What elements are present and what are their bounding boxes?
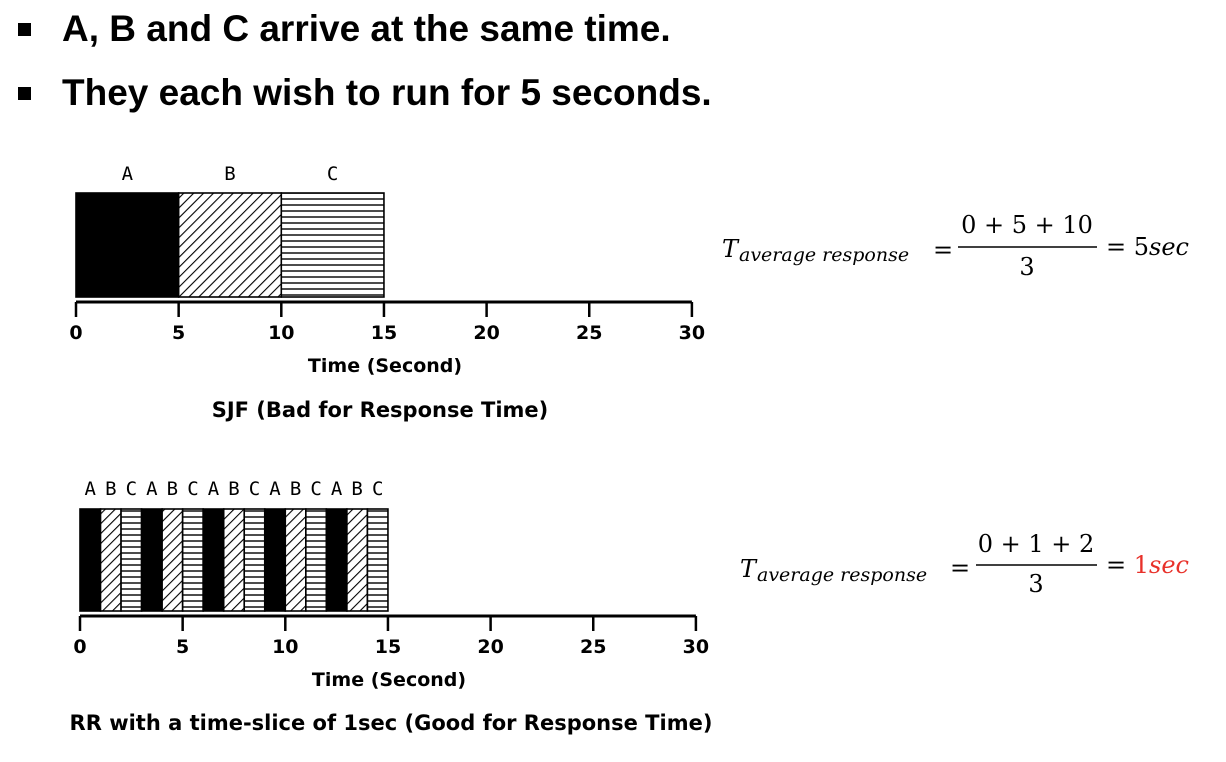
rr-process-label: B (351, 478, 362, 500)
rr-bar-b (222, 508, 246, 612)
formula-result-prefix: = (1106, 233, 1134, 261)
rr-tick-label: 0 (73, 636, 86, 658)
sjf-tick-label: 15 (371, 322, 397, 344)
sjf-tick-label: 5 (172, 322, 185, 344)
rr-process-label: B (167, 478, 178, 500)
rr-bar-a (79, 508, 102, 612)
rr-process-label: C (187, 478, 198, 500)
formula-subscript: average response (739, 244, 909, 266)
formula-subscript: average response (757, 564, 927, 586)
sjf-axis-label: Time (Second) (308, 355, 462, 377)
rr-process-label: A (331, 478, 343, 500)
sjf-caption: SJF (Bad for Response Time) (212, 398, 549, 422)
rr-axis-label: Time (Second) (312, 669, 466, 691)
rr-bar-c (243, 508, 266, 612)
rr-tick-label: 20 (477, 636, 503, 658)
rr-process-label: C (126, 478, 137, 500)
formula-numerator: 0 + 1 + 2 (978, 530, 1095, 558)
rr-tick-label: 10 (272, 636, 298, 658)
rr-tick-label: 30 (683, 636, 709, 658)
sjf-timeline: A B C 0 5 10 15 20 25 30 Time (Second) SJF (Bad … (69, 163, 705, 422)
sjf-bar-c (280, 192, 385, 298)
sjf-bar-b (177, 192, 283, 298)
sjf-tick-label: 10 (268, 322, 294, 344)
sjf-tick-label: 20 (473, 322, 499, 344)
formula-result-number: 1 (1134, 551, 1149, 579)
bullet-text-1: A, B and C arrive at the same time. (62, 8, 671, 49)
sjf-bar-a (75, 192, 180, 298)
rr-bar-a (263, 508, 287, 612)
rr-bar-a (140, 508, 163, 612)
sjf-process-label: C (327, 163, 338, 185)
bullet-item-2: They each wish to run for 5 seconds. (18, 72, 712, 114)
formula-result-prefix: = (1106, 551, 1134, 579)
sjf-process-label: B (224, 163, 235, 185)
rr-tick-label: 5 (176, 636, 189, 658)
sjf-time-axis: 0 5 10 15 20 25 30 (69, 300, 705, 344)
rr-bar-b (284, 508, 307, 612)
sjf-bars (75, 192, 385, 298)
rr-bar-c (120, 508, 143, 612)
rr-bar-b (346, 508, 369, 612)
rr-process-label: C (249, 478, 260, 500)
rr-bar-a (325, 508, 348, 612)
formula-denominator: 3 (1019, 253, 1034, 281)
rr-process-label: B (228, 478, 239, 500)
rr-process-label: A (269, 478, 281, 500)
sjf-process-labels: A B C (122, 163, 339, 185)
rr-bar-c (305, 508, 328, 612)
rr-bar-c (181, 508, 204, 612)
rr-process-label: A (85, 478, 97, 500)
rr-bar-b (161, 508, 184, 612)
rr-caption: RR with a time-slice of 1sec (Good for R… (70, 711, 713, 735)
formula-equals: = (950, 554, 970, 582)
rr-process-label: B (105, 478, 116, 500)
sjf-tick-label: 25 (576, 322, 602, 344)
formula-denominator: 3 (1028, 570, 1043, 598)
rr-bar-c (366, 508, 389, 612)
rr-bars (79, 508, 389, 612)
bullet-square-icon (18, 86, 31, 100)
formula-result: = 1sec (1106, 551, 1189, 579)
rr-bar-a (202, 508, 225, 612)
rr-time-axis: 0 5 10 15 20 25 30 (73, 614, 709, 658)
rr-process-label: A (208, 478, 220, 500)
rr-process-label: C (372, 478, 383, 500)
bullet-square-icon (18, 22, 31, 36)
bullet-item-1: A, B and C arrive at the same time. (18, 8, 671, 50)
bullet-text-2: They each wish to run for 5 seconds. (62, 72, 712, 113)
formula-result: = 5sec (1106, 233, 1189, 261)
formula-equals: = (933, 236, 953, 264)
rr-response-formula: T average response = 0 + 1 + 2 3 = 1sec (740, 530, 1189, 598)
rr-tick-label: 15 (375, 636, 401, 658)
formula-symbol: T (722, 235, 740, 263)
formula-result-unit: sec (1149, 233, 1189, 261)
formula-result-unit: sec (1149, 551, 1189, 579)
formula-numerator: 0 + 5 + 10 (961, 211, 1093, 239)
rr-process-label: C (310, 478, 321, 500)
rr-tick-label: 25 (580, 636, 606, 658)
sjf-process-label: A (122, 163, 134, 185)
formula-result-number: 5 (1134, 233, 1149, 261)
formula-symbol: T (740, 555, 758, 583)
sjf-response-formula: T average response = 0 + 5 + 10 3 = 5sec (722, 211, 1189, 281)
rr-process-label: A (146, 478, 158, 500)
rr-bar-b (99, 508, 122, 612)
sjf-tick-label: 30 (679, 322, 705, 344)
sjf-tick-label: 0 (69, 322, 82, 344)
rr-process-label: B (290, 478, 301, 500)
